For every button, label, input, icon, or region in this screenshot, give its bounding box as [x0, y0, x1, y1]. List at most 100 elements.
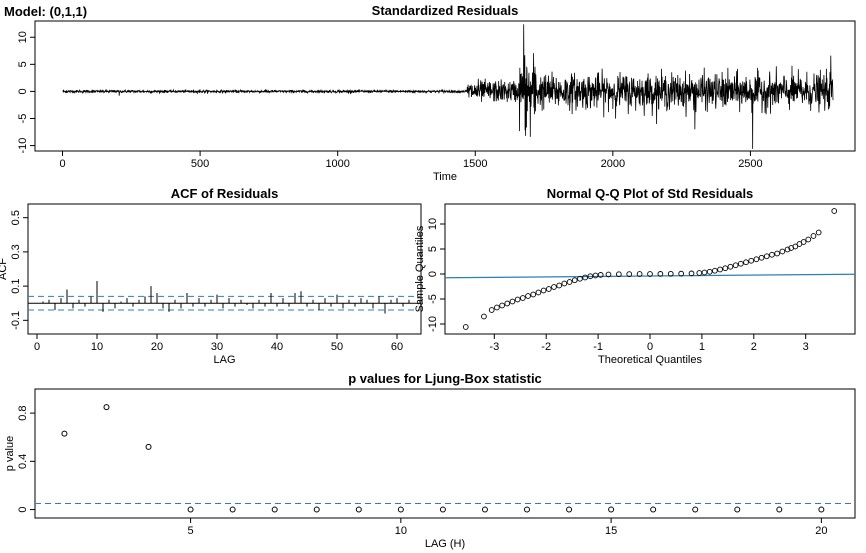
- ljung-point: [145, 443, 152, 450]
- resid-x-tick-label: 2000: [601, 158, 625, 170]
- acf-panel: ACF of Residuals 0 10 20 30 40 50 60 -0.1 0.1 0.3 0…: [0, 186, 422, 366]
- qq-point: [481, 313, 487, 320]
- ljung-point: [818, 506, 825, 513]
- ljung-point: [566, 506, 573, 513]
- qq-point: [605, 271, 612, 278]
- ljung-point: [776, 506, 783, 513]
- resid-y-tick-label: 5: [17, 61, 29, 67]
- qq-y-tick-label: -5: [427, 294, 439, 304]
- qq-point: [779, 248, 786, 255]
- qq-point: [587, 273, 594, 280]
- resid-y-tick-label: 10: [17, 31, 29, 43]
- qq-point: [577, 275, 583, 282]
- resid-y-tick-label: 0: [17, 88, 29, 94]
- ljung-x-tick-label: 10: [395, 525, 407, 537]
- qq-point: [540, 287, 547, 294]
- qq-point: [815, 229, 822, 236]
- qq-point: [706, 268, 713, 275]
- qq-point: [810, 233, 817, 239]
- acf-y-tick-label: 0.1: [10, 278, 22, 293]
- acf-plot-frame: [27, 203, 422, 335]
- qq-point: [774, 250, 781, 257]
- qq-point: [743, 259, 749, 266]
- qq-y-axis-label: Sample Quantiles: [414, 225, 426, 312]
- resid-x-tick-label: 500: [191, 158, 209, 170]
- qq-point: [647, 271, 653, 277]
- ljung-point: [229, 506, 236, 513]
- qq-point: [494, 304, 500, 311]
- qq-point: [667, 270, 674, 277]
- qq-point: [519, 295, 526, 301]
- qq-point: [763, 253, 770, 260]
- ljung-panel: p values for Ljung-Box statistic 5 10 15 20 0…: [4, 371, 856, 550]
- qq-x-tick-label: 0: [647, 341, 653, 353]
- qq-point: [717, 266, 723, 273]
- qq-point: [636, 271, 643, 277]
- ljung-point: [271, 506, 278, 513]
- qq-point: [530, 291, 537, 298]
- ljung-point: [397, 506, 404, 513]
- qq-point: [701, 269, 708, 276]
- resid-x-axis-label: Time: [433, 171, 457, 183]
- qq-x-tick-label: 3: [803, 341, 809, 353]
- qq-point: [748, 257, 755, 264]
- qq-point: [525, 293, 531, 299]
- qq-x-tick-label: -1: [593, 341, 603, 353]
- acf-x-tick-label: 20: [151, 341, 163, 353]
- qq-y-tick-label: 0: [427, 271, 439, 277]
- ljung-y-axis-label: p value: [4, 436, 16, 471]
- qq-point: [800, 239, 807, 245]
- acf-x-axis-label: LAG: [213, 354, 235, 366]
- ljung-x-tick-label: 5: [188, 525, 194, 537]
- qq-title: Normal Q-Q Plot of Std Residuals: [547, 186, 754, 201]
- resid-x-tick-label: 2500: [738, 158, 762, 170]
- ljung-x-tick-label: 20: [815, 525, 827, 537]
- ljung-point: [439, 506, 446, 513]
- qq-point: [732, 262, 739, 269]
- acf-y-tick-label: -0.1: [10, 311, 22, 330]
- qq-point: [831, 208, 838, 214]
- qq-point: [769, 251, 775, 258]
- acf-x-tick-label: 0: [34, 341, 40, 353]
- resid-x-tick-label: 1500: [463, 158, 487, 170]
- qq-point: [551, 284, 557, 290]
- qq-point: [597, 272, 604, 278]
- ljung-title: p values for Ljung-Box statistic: [348, 371, 542, 386]
- qq-point: [616, 271, 622, 278]
- residuals-series-line: [62, 24, 834, 149]
- resid-panel: Standardized Residuals 0 500 1000 1500 2000 25…: [17, 3, 856, 183]
- acf-y-axis-label: ACF: [0, 258, 9, 280]
- acf-y-tick-label: 0.5: [10, 210, 22, 225]
- qq-point: [678, 270, 684, 277]
- ljung-x-axis-label: LAG (H): [425, 538, 465, 550]
- resid-y-tick-label: -5: [17, 114, 29, 124]
- acf-x-tick-label: 60: [391, 341, 403, 353]
- ljung-point: [734, 506, 741, 513]
- qq-point: [488, 307, 495, 313]
- acf-x-tick-label: 10: [91, 341, 103, 353]
- qq-point: [737, 260, 744, 267]
- qq-point: [753, 256, 760, 263]
- qq-point: [688, 270, 695, 277]
- ljung-point: [187, 506, 194, 513]
- acf-title: ACF of Residuals: [171, 186, 279, 201]
- acf-x-tick-label: 30: [211, 341, 223, 353]
- ljung-point: [524, 506, 530, 513]
- qq-point: [571, 277, 578, 284]
- resid-plot-frame: [34, 20, 856, 152]
- resid-title: Standardized Residuals: [372, 3, 519, 18]
- ljung-point: [61, 430, 68, 437]
- qq-point: [712, 267, 718, 274]
- qq-point: [626, 271, 633, 277]
- qq-x-tick-label: -2: [541, 341, 551, 353]
- qq-point: [805, 236, 812, 243]
- qq-point: [535, 289, 542, 296]
- ljung-point: [103, 404, 110, 411]
- qq-point: [582, 274, 588, 281]
- acf-y-tick-label: 0.3: [10, 244, 22, 259]
- ljung-plot-frame: [34, 388, 856, 519]
- qq-plot-frame: [444, 203, 856, 335]
- ljung-point: [313, 506, 320, 513]
- qq-point: [499, 302, 505, 309]
